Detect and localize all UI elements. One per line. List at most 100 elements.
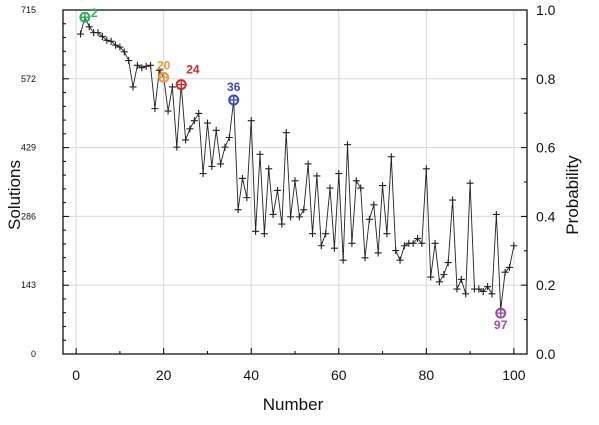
data-point <box>479 287 487 295</box>
data-point <box>365 215 373 223</box>
data-point <box>475 285 483 293</box>
data-point <box>387 153 395 161</box>
data-point <box>501 268 509 276</box>
data-point <box>234 206 242 214</box>
data-point <box>225 133 233 141</box>
data-point <box>300 206 308 214</box>
data-point <box>155 66 163 74</box>
data-point <box>195 109 203 117</box>
data-point <box>510 242 518 250</box>
y2-tick-label: 0.2 <box>536 277 556 293</box>
y-tick-label: 0 <box>31 349 36 359</box>
data-point <box>273 186 281 194</box>
data-point <box>361 254 369 262</box>
y2-tick-label: 0.0 <box>536 346 556 362</box>
y-tick-label: 715 <box>21 5 36 15</box>
data-point <box>313 172 321 180</box>
data-point <box>431 239 439 247</box>
data-point <box>488 290 496 298</box>
data-point <box>317 242 325 250</box>
data-point <box>151 105 159 113</box>
data-point <box>129 83 137 91</box>
data-point <box>168 83 176 91</box>
series-line-group <box>80 15 515 310</box>
data-point <box>344 141 352 149</box>
x-tick-label: 20 <box>156 367 172 383</box>
data-point <box>400 242 408 250</box>
data-point <box>444 259 452 267</box>
data-point <box>291 177 299 185</box>
data-point <box>466 179 474 187</box>
y-tick-label: 286 <box>21 211 36 221</box>
x-tick-label: 40 <box>243 367 259 383</box>
highlight-marker <box>175 79 187 91</box>
data-point <box>243 194 251 202</box>
y2-tick-label: 0.6 <box>536 140 556 156</box>
axes: 0 20 40 60 80 100 0 143 286 429 572 715 0.0 0.2 0.4 0.6… <box>21 2 556 383</box>
data-point <box>462 290 470 298</box>
data-point <box>370 201 378 209</box>
y-tick-label: 143 <box>21 280 36 290</box>
data-point <box>94 29 102 37</box>
data-point <box>392 247 400 255</box>
data-point <box>125 57 133 65</box>
y2-tick-label: 0.8 <box>536 71 556 87</box>
highlight-marker <box>79 11 91 23</box>
y2-tick-label: 1.0 <box>536 2 556 18</box>
data-point <box>453 285 461 293</box>
highlight-label: 97 <box>494 318 508 332</box>
highlight-marker-cross <box>159 73 168 82</box>
data-point <box>182 136 190 144</box>
data-point <box>199 170 207 178</box>
data-point <box>256 150 264 158</box>
data-point <box>422 165 430 173</box>
highlight-marker <box>228 94 240 106</box>
data-point <box>260 230 268 238</box>
highlight-label: 2 <box>91 6 98 20</box>
data-point <box>77 30 85 38</box>
highlight-marker-cross <box>177 80 186 89</box>
data-point <box>304 160 312 168</box>
data-point <box>352 177 360 185</box>
data-point <box>309 230 317 238</box>
data-point <box>357 184 365 192</box>
highlight-label: 20 <box>157 58 171 72</box>
data-point <box>190 117 198 125</box>
x-tick-label: 80 <box>419 367 435 383</box>
data-point <box>379 182 387 190</box>
data-point <box>383 230 391 238</box>
data-point <box>278 220 286 228</box>
series-line <box>80 15 515 310</box>
data-point <box>440 271 448 279</box>
data-point <box>142 62 150 70</box>
highlight-markers: 2 20 24 36 97 <box>79 6 508 332</box>
x-tick-label: 0 <box>72 367 80 383</box>
data-point <box>409 239 417 247</box>
data-point <box>396 256 404 264</box>
highlight-marker-cross <box>229 95 238 104</box>
y2-tick-label: 0.4 <box>536 208 556 224</box>
data-point <box>326 184 334 192</box>
highlight-marker <box>495 307 507 319</box>
data-point <box>120 48 128 56</box>
data-point <box>435 278 443 286</box>
data-point <box>492 210 500 218</box>
data-point <box>138 64 146 72</box>
data-point <box>116 43 124 51</box>
x-tick-label: 60 <box>331 367 347 383</box>
data-point <box>505 263 513 271</box>
y-tick-label: 572 <box>21 74 36 84</box>
data-point <box>217 160 225 168</box>
data-point <box>203 119 211 127</box>
data-point <box>247 117 255 125</box>
data-point <box>282 129 290 137</box>
highlight-marker-cross <box>496 309 505 318</box>
data-point <box>147 61 155 69</box>
data-point <box>208 162 216 170</box>
data-point <box>85 23 93 31</box>
data-point <box>457 275 465 283</box>
data-point <box>414 235 422 243</box>
data-point <box>221 143 229 151</box>
